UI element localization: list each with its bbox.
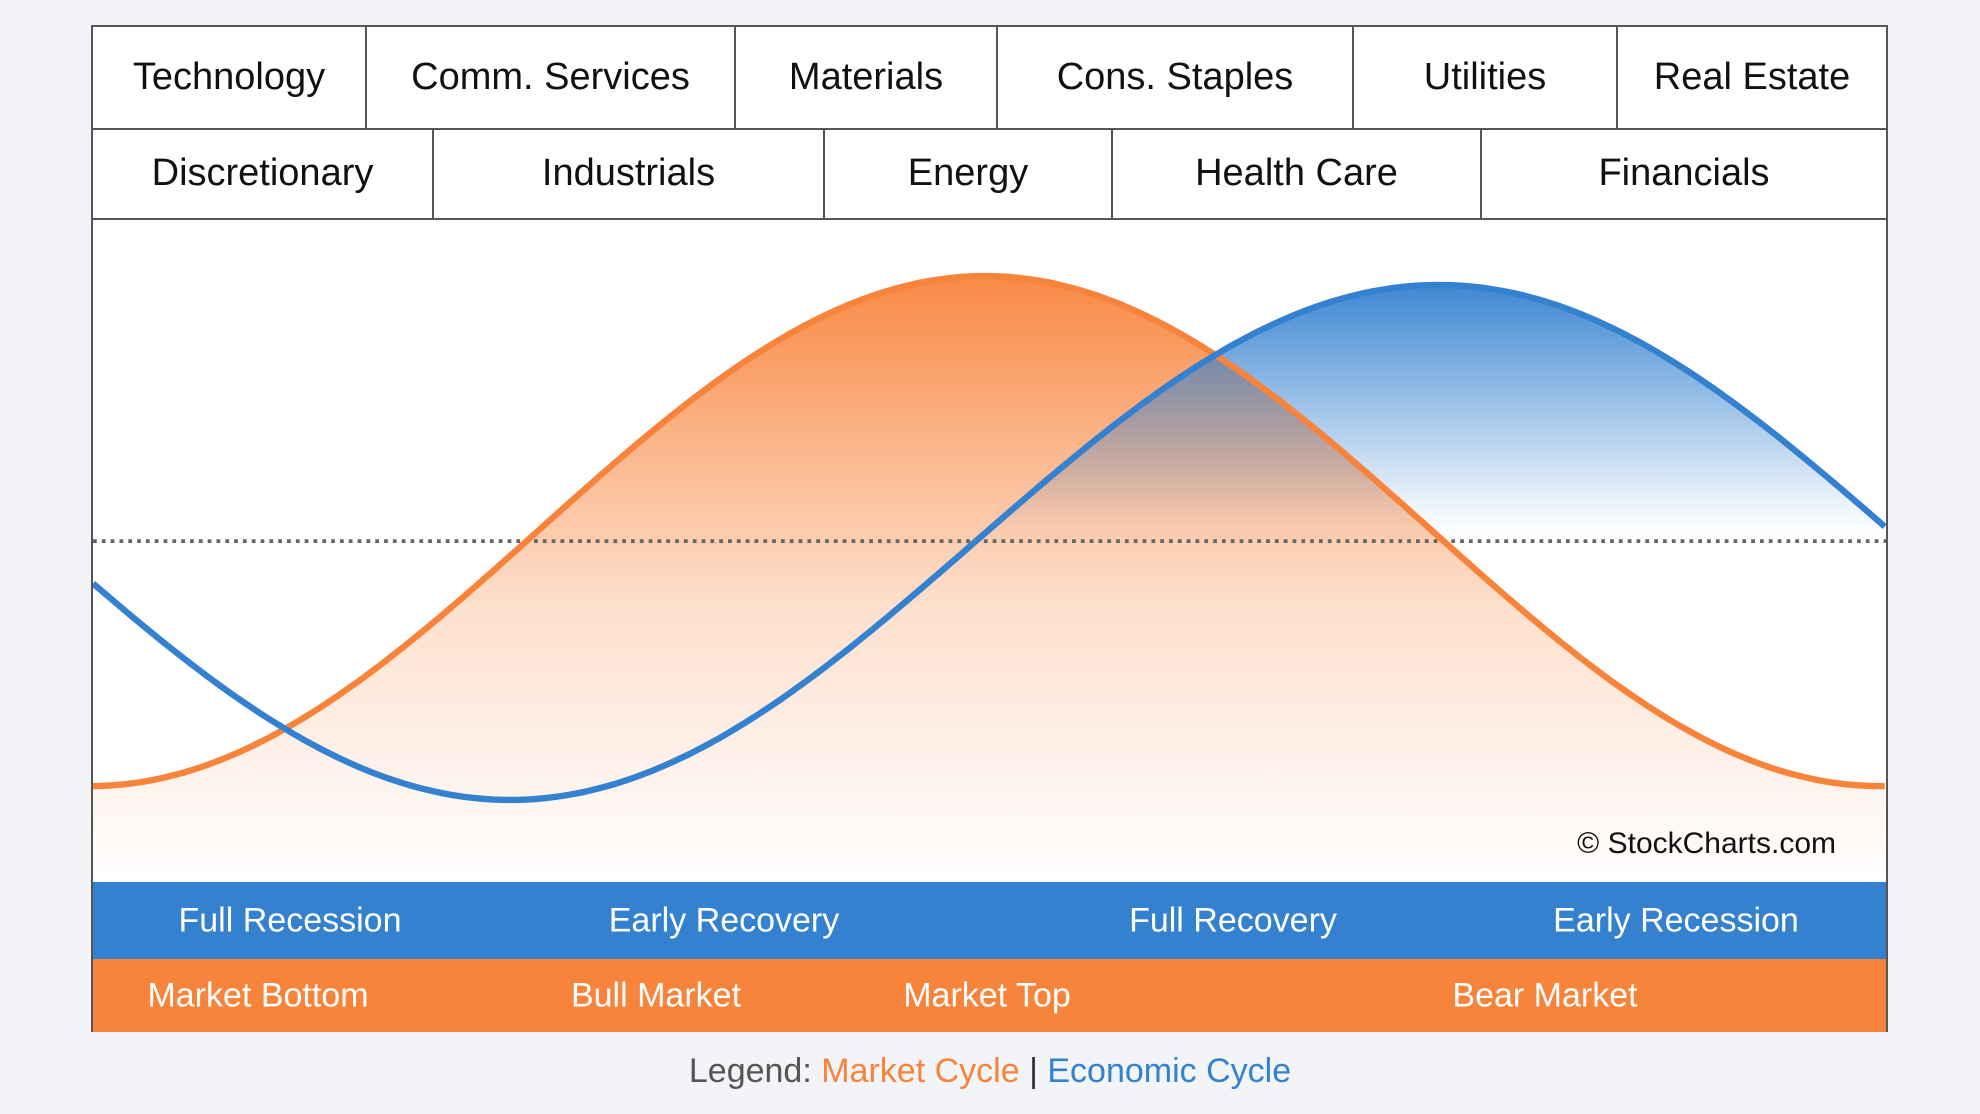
phase-market-bottom: Market Bottom bbox=[147, 976, 369, 1014]
phase-bull-market: Bull Market bbox=[570, 976, 742, 1014]
sector-financials: Financials bbox=[1598, 151, 1770, 194]
phase-full-recovery: Full Recovery bbox=[1129, 901, 1337, 939]
sector-technology: Technology bbox=[93, 27, 367, 128]
sector-industrials: Industrials bbox=[434, 128, 825, 218]
cycle-chart bbox=[93, 272, 1886, 882]
sector-health-care: Health Care bbox=[1113, 128, 1482, 218]
copyright: © StockCharts.com bbox=[1577, 827, 1836, 860]
sector-energy: Energy bbox=[825, 128, 1113, 218]
legend-economic-cycle: Economic Cycle bbox=[1047, 1052, 1292, 1090]
sector-rotation-diagram: Technology Comm. Services Materials Cons… bbox=[91, 25, 1888, 1032]
sector-materials: Materials bbox=[736, 27, 998, 128]
sector-row-bottom: Discretionary Industrials Energy Health … bbox=[93, 128, 1886, 220]
phase-early-recovery: Early Recovery bbox=[608, 901, 840, 939]
economic-phase-band: Full Recession Early Recovery Full Recov… bbox=[93, 882, 1886, 959]
market-cycle-curve bbox=[93, 272, 1885, 790]
sector-cons-staples: Cons. Staples bbox=[998, 27, 1354, 128]
market-cycle-fill bbox=[93, 276, 1886, 882]
sector-comm-services: Comm. Services bbox=[367, 27, 736, 128]
sector-real-estate: Real Estate bbox=[1653, 56, 1851, 98]
economic-cycle-curve bbox=[93, 281, 1886, 804]
phase-early-recession: Early Recession bbox=[1553, 901, 1799, 939]
legend: Legend: Market Cycle | Economic Cycle bbox=[0, 1052, 1980, 1091]
sector-utilities: Utilities bbox=[1354, 27, 1618, 128]
legend-market-cycle: Market Cycle bbox=[821, 1052, 1020, 1090]
sector-row-top: Technology Comm. Services Materials Cons… bbox=[93, 27, 1886, 130]
phase-market-top: Market Top bbox=[903, 976, 1071, 1014]
market-phase-band: Market Bottom Bull Market Market Top Bea… bbox=[93, 959, 1886, 1032]
economic-cycle-fill bbox=[93, 284, 1886, 542]
legend-separator: | bbox=[1029, 1052, 1038, 1090]
phase-bear-market: Bear Market bbox=[1452, 976, 1638, 1014]
phase-full-recession: Full Recession bbox=[178, 901, 402, 939]
sector-discretionary: Discretionary bbox=[93, 128, 434, 218]
legend-prefix: Legend: bbox=[688, 1052, 812, 1090]
